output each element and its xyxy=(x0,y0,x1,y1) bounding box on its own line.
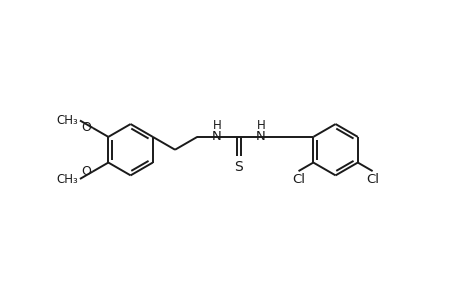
Text: O: O xyxy=(81,165,91,178)
Text: N: N xyxy=(212,130,221,143)
Text: CH₃: CH₃ xyxy=(56,114,78,127)
Text: S: S xyxy=(234,160,243,174)
Text: Cl: Cl xyxy=(365,172,378,185)
Text: CH₃: CH₃ xyxy=(56,173,78,186)
Text: Cl: Cl xyxy=(291,172,304,185)
Text: H: H xyxy=(212,119,221,132)
Text: N: N xyxy=(256,130,265,143)
Text: O: O xyxy=(81,121,91,134)
Text: H: H xyxy=(256,119,265,132)
